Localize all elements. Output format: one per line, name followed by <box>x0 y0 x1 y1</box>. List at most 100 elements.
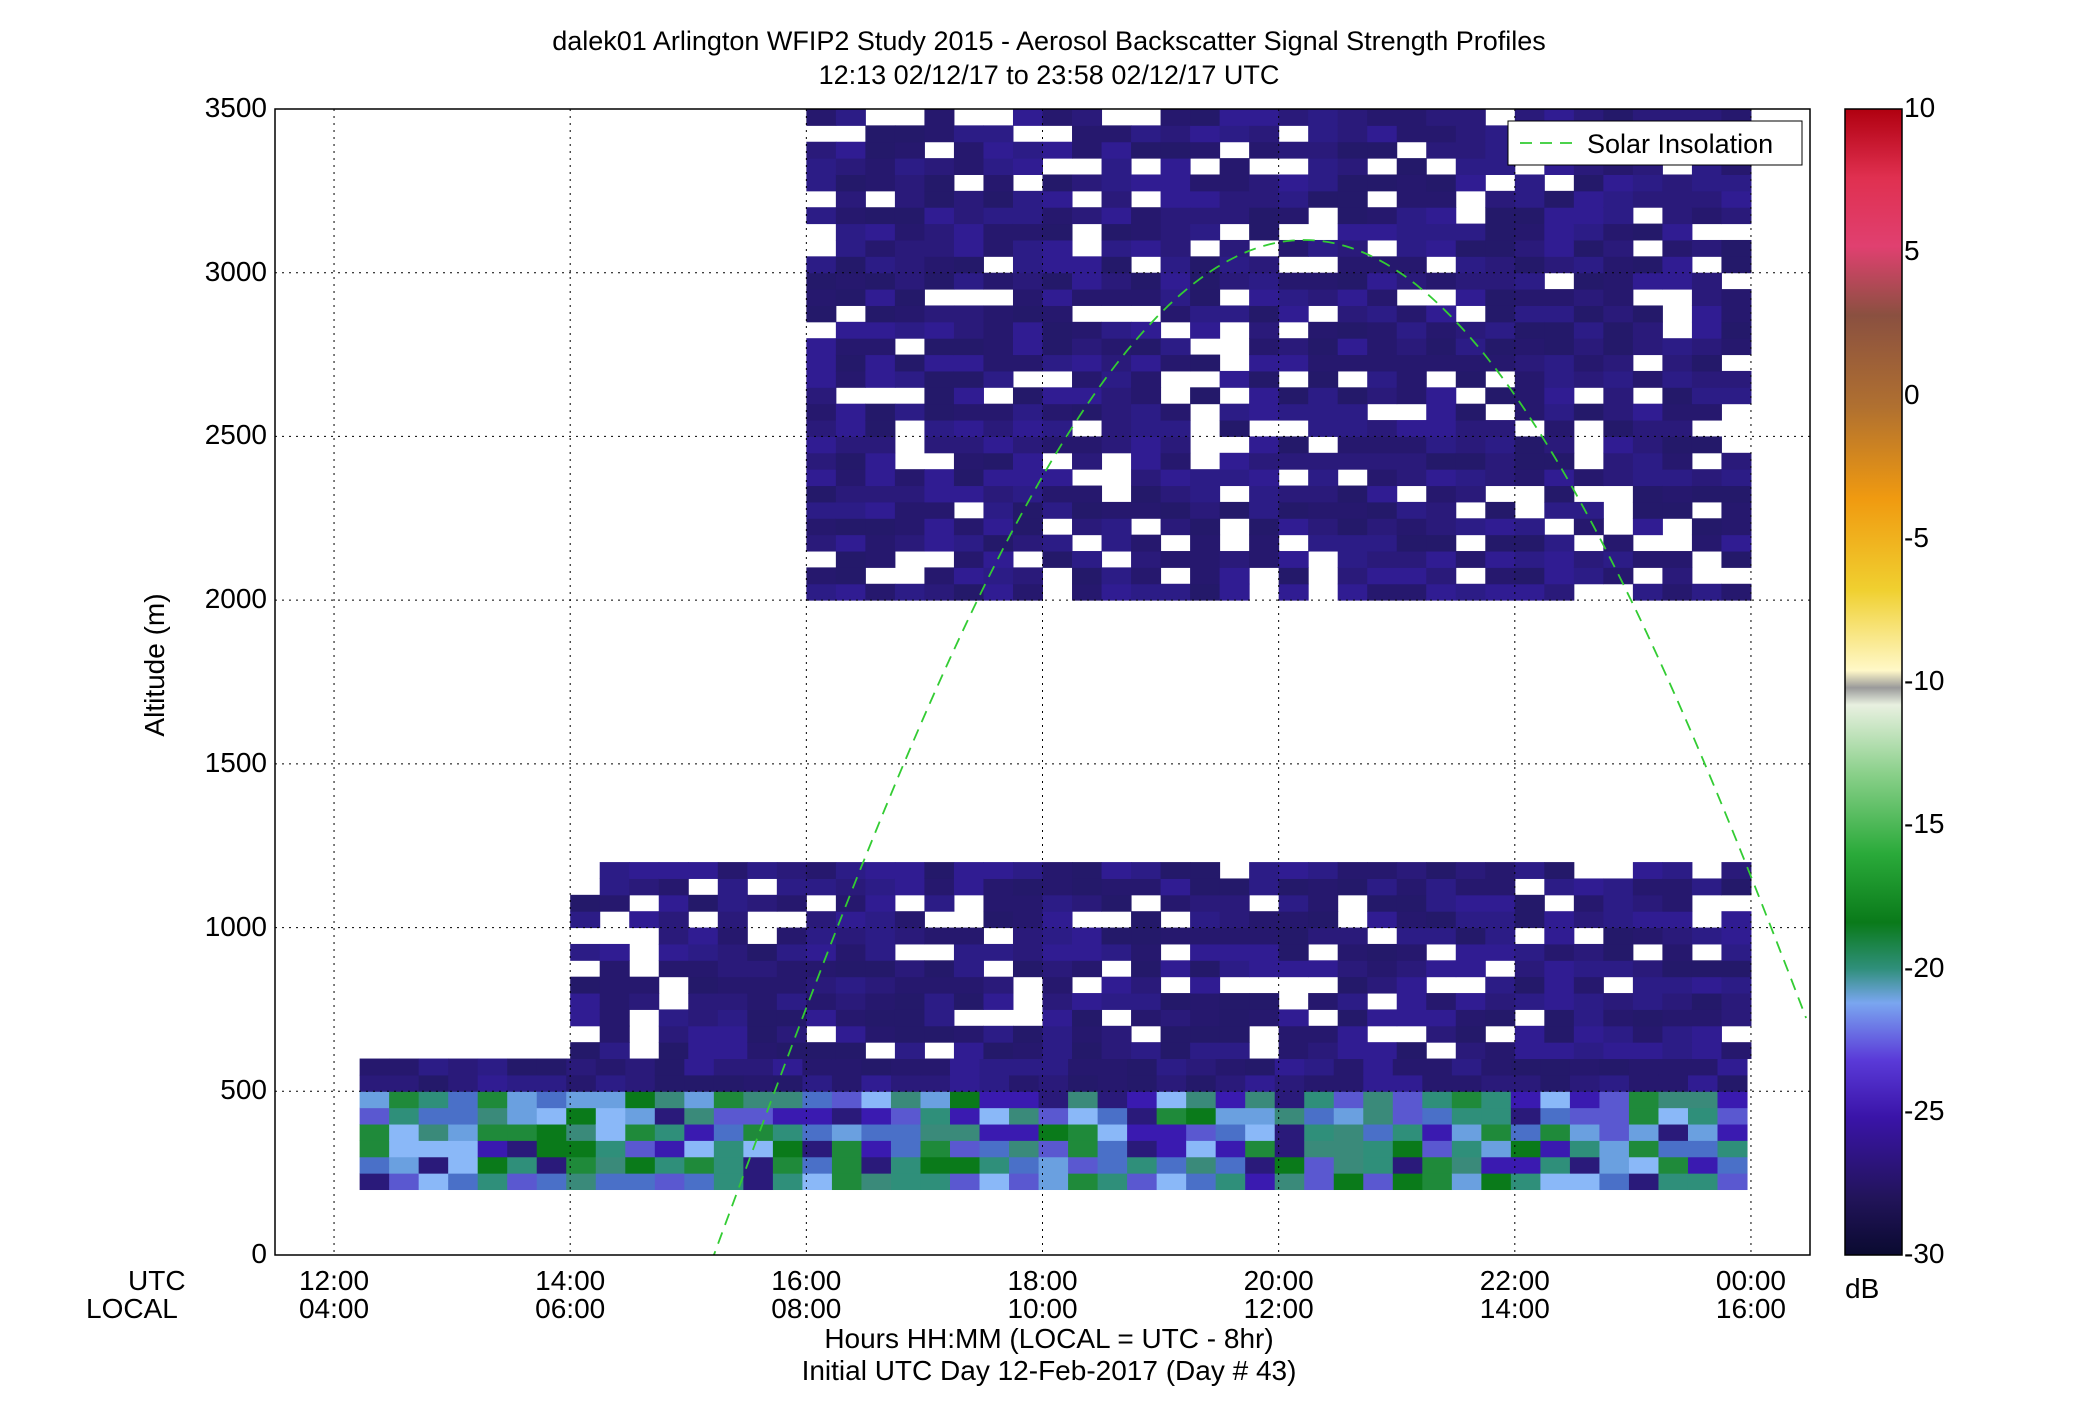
heatmap-cell <box>1658 1140 1689 1158</box>
heatmap-cell <box>1219 583 1250 601</box>
heatmap-cell <box>1308 420 1339 437</box>
heatmap-cell <box>595 1173 626 1191</box>
heatmap-cell <box>1219 1042 1250 1060</box>
heatmap-cell <box>1485 338 1516 356</box>
heatmap-cell <box>835 518 866 536</box>
heatmap-cell <box>1544 223 1575 241</box>
heatmap-cell <box>713 1074 744 1092</box>
heatmap-cell <box>717 862 748 879</box>
heatmap-cell <box>1072 583 1103 601</box>
heatmap-cell <box>507 1058 538 1076</box>
heatmap-cell <box>1131 321 1162 339</box>
heatmap-cell <box>776 960 807 978</box>
heatmap-cell <box>1485 272 1516 290</box>
heatmap-cell <box>595 1058 626 1076</box>
heatmap-cell <box>983 305 1014 323</box>
heatmap-cell <box>835 354 866 372</box>
heatmap-cell <box>1190 223 1221 241</box>
heatmap-cell <box>1396 387 1427 405</box>
heatmap-cell <box>1544 501 1575 519</box>
heatmap-cell <box>1632 551 1663 568</box>
heatmap-cell <box>1337 485 1368 503</box>
heatmap-cell <box>1691 534 1722 552</box>
heatmap-cell <box>1392 1074 1423 1092</box>
heatmap-cell <box>570 1042 601 1060</box>
heatmap-cell <box>747 976 778 994</box>
heatmap-cell <box>983 272 1014 290</box>
heatmap-cell <box>1101 370 1132 388</box>
heatmap-cell <box>1337 272 1368 290</box>
heatmap-cell <box>1278 305 1309 323</box>
heatmap-cell <box>950 1140 981 1158</box>
heatmap-cell <box>1042 305 1073 323</box>
heatmap-cell <box>1337 993 1368 1010</box>
heatmap-cell <box>1632 370 1663 388</box>
colorbar-tick-label: -20 <box>1904 951 1945 983</box>
heatmap-cell <box>1540 1173 1571 1191</box>
heatmap-cell <box>1101 436 1132 454</box>
heatmap-cell <box>983 321 1014 339</box>
heatmap-cell <box>1101 338 1132 356</box>
heatmap-cell <box>1721 927 1752 945</box>
colorbar-tick-label: -15 <box>1904 808 1945 840</box>
heatmap-cell <box>1691 207 1722 225</box>
heatmap-cell <box>1337 1042 1368 1060</box>
heatmap-cell <box>654 1140 685 1158</box>
heatmap-cell <box>1455 338 1486 356</box>
heatmap-cell <box>1662 927 1693 945</box>
heatmap-cell <box>507 1107 538 1125</box>
heatmap-cell <box>806 518 837 536</box>
heatmap-cell <box>1160 1009 1191 1027</box>
heatmap-cell <box>983 469 1014 487</box>
heatmap-cell <box>1485 239 1516 257</box>
heatmap-cell <box>1396 321 1427 339</box>
heatmap-cell <box>1599 1107 1630 1125</box>
heatmap-cell <box>953 272 984 290</box>
heatmap-cell <box>924 518 955 536</box>
heatmap-cell <box>1603 1042 1634 1060</box>
heatmap-cell <box>625 1140 656 1158</box>
heatmap-cell <box>477 1124 508 1141</box>
heatmap-cell <box>1101 976 1132 994</box>
heatmap-cell <box>979 1140 1010 1158</box>
heatmap-cell <box>1190 1009 1221 1027</box>
heatmap-cell <box>1510 1107 1541 1125</box>
heatmap-cell <box>806 960 837 978</box>
x-axis-label-2: Initial UTC Day 12-Feb-2017 (Day # 43) <box>801 1355 1297 1386</box>
heatmap-cell <box>747 1009 778 1027</box>
heatmap-cell <box>1219 403 1250 421</box>
heatmap-cell <box>1510 1173 1541 1191</box>
heatmap-cell <box>1514 583 1545 601</box>
heatmap-cell <box>1131 354 1162 372</box>
heatmap-cell <box>1691 354 1722 372</box>
heatmap-cell <box>688 862 719 879</box>
heatmap-cell <box>1012 305 1043 323</box>
heatmap-cell <box>599 1025 630 1043</box>
heatmap-cell <box>1012 518 1043 536</box>
heatmap-cell <box>658 878 689 896</box>
heatmap-cell <box>1426 207 1457 225</box>
heatmap-cell <box>1455 1009 1486 1027</box>
heatmap-cell <box>717 894 748 912</box>
heatmap-cell <box>595 1091 626 1109</box>
heatmap-cell <box>747 943 778 961</box>
heatmap-cell <box>1426 109 1457 126</box>
heatmap-cell <box>1219 239 1250 257</box>
heatmap-cell <box>448 1107 479 1125</box>
heatmap-cell <box>1249 469 1280 487</box>
heatmap-cell <box>1131 927 1162 945</box>
heatmap-cell <box>1367 452 1398 470</box>
heatmap-cell <box>1544 338 1575 356</box>
legend-entry-solar-insolation: Solar Insolation <box>1587 129 1773 159</box>
heatmap-cell <box>835 583 866 601</box>
heatmap-cell <box>806 207 837 225</box>
heatmap-cell <box>1072 125 1103 143</box>
heatmap-cell <box>1717 1173 1748 1191</box>
heatmap-cell <box>1426 993 1457 1010</box>
heatmap-cell <box>1485 387 1516 405</box>
heatmap-cell <box>1249 943 1280 961</box>
heatmap-cell <box>924 158 955 175</box>
heatmap-cell <box>1603 207 1634 225</box>
heatmap-cell <box>743 1156 774 1174</box>
heatmap-cell <box>1072 894 1103 912</box>
